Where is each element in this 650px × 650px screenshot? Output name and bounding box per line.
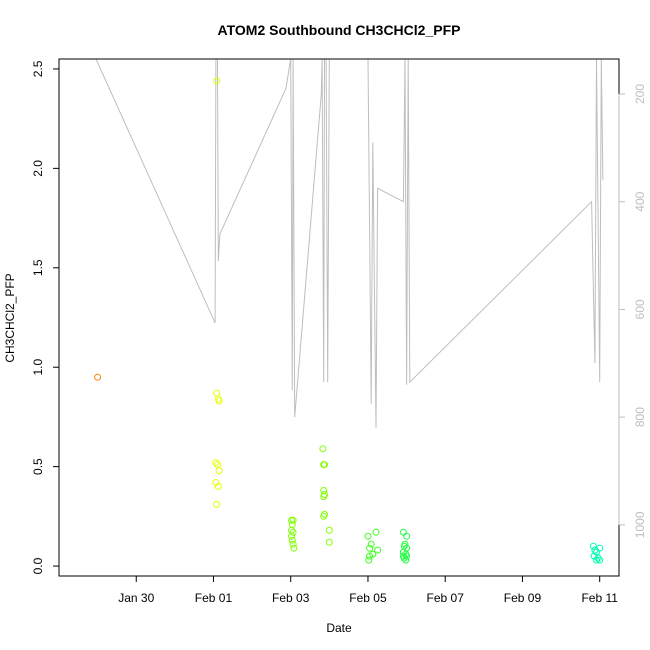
y-tick-label-4: 2.0	[31, 160, 45, 177]
data-point-19	[290, 544, 298, 552]
data-point-16	[288, 532, 295, 540]
x-tick-label-2: Feb 03	[272, 591, 310, 605]
x-tick-label-5: Feb 09	[504, 591, 542, 605]
y-tick-label-1: 0.5	[31, 458, 45, 475]
x-tick-label-6: Feb 11	[581, 591, 618, 605]
data-point-48	[399, 552, 407, 560]
right-y-tick-label-4: 1000	[633, 511, 647, 538]
data-point-9	[214, 483, 222, 490]
x-tick-label-3: Feb 05	[349, 591, 387, 605]
data-point-7	[215, 467, 223, 475]
data-point-4	[215, 397, 223, 405]
data-point-30	[364, 532, 372, 540]
data-point-5	[212, 459, 220, 467]
data-point-32	[372, 528, 380, 536]
data-point-17	[288, 536, 296, 544]
data-point-15	[289, 528, 297, 536]
y-tick-label-2: 1.0	[31, 359, 45, 376]
data-point-31	[367, 540, 375, 548]
chart-title: ATOM2 Southbound CH3CHCl2_PFP	[218, 22, 461, 38]
data-points-layer	[94, 77, 604, 564]
data-point-20	[319, 445, 327, 453]
x-tick-label-0: Jan 30	[118, 591, 154, 605]
y-tick-label-3: 1.5	[31, 259, 45, 276]
data-point-39	[403, 532, 411, 540]
data-point-49	[589, 542, 597, 550]
data-point-12	[289, 516, 297, 524]
right-y-tick-label-2: 600	[633, 299, 647, 319]
data-point-54	[594, 554, 602, 562]
data-point-28	[325, 526, 333, 534]
data-point-18	[289, 540, 297, 548]
y-tick-label-5: 2.5	[31, 60, 45, 77]
right-y-tick-label-0: 200	[633, 84, 647, 104]
data-point-10	[213, 500, 221, 508]
altitude-line-layer	[95, 59, 604, 428]
y-axis: 0.0 0.5 1.0 1.5 2.0 2.5	[31, 60, 60, 574]
altitude-line	[95, 59, 604, 428]
data-point-0	[94, 373, 102, 381]
data-point-37	[365, 556, 373, 564]
data-point-22	[321, 461, 328, 469]
data-point-27	[320, 512, 328, 520]
data-point-55	[596, 556, 604, 564]
data-point-29	[325, 538, 333, 546]
x-axis-label: Date	[326, 621, 352, 635]
x-tick-label-4: Feb 07	[427, 591, 465, 605]
data-point-56	[593, 556, 600, 564]
x-tick-label-1: Feb 01	[195, 591, 233, 605]
data-point-1	[213, 77, 221, 85]
right-y-axis: 200 400 600 800 1000	[618, 84, 647, 538]
x-axis: Jan 30 Feb 01 Feb 03 Feb 05 Feb 07 Feb 09 Feb …	[118, 575, 618, 605]
right-y-tick-label-1: 400	[633, 191, 647, 211]
right-y-tick-label-3: 800	[633, 407, 647, 427]
data-point-33	[366, 544, 374, 552]
y-axis-label: CH3CHCl2_PFP	[3, 273, 17, 362]
y-tick-label-0: 0.0	[31, 557, 45, 574]
data-point-25	[320, 493, 328, 500]
data-point-34	[374, 546, 382, 554]
data-point-36	[366, 552, 374, 560]
